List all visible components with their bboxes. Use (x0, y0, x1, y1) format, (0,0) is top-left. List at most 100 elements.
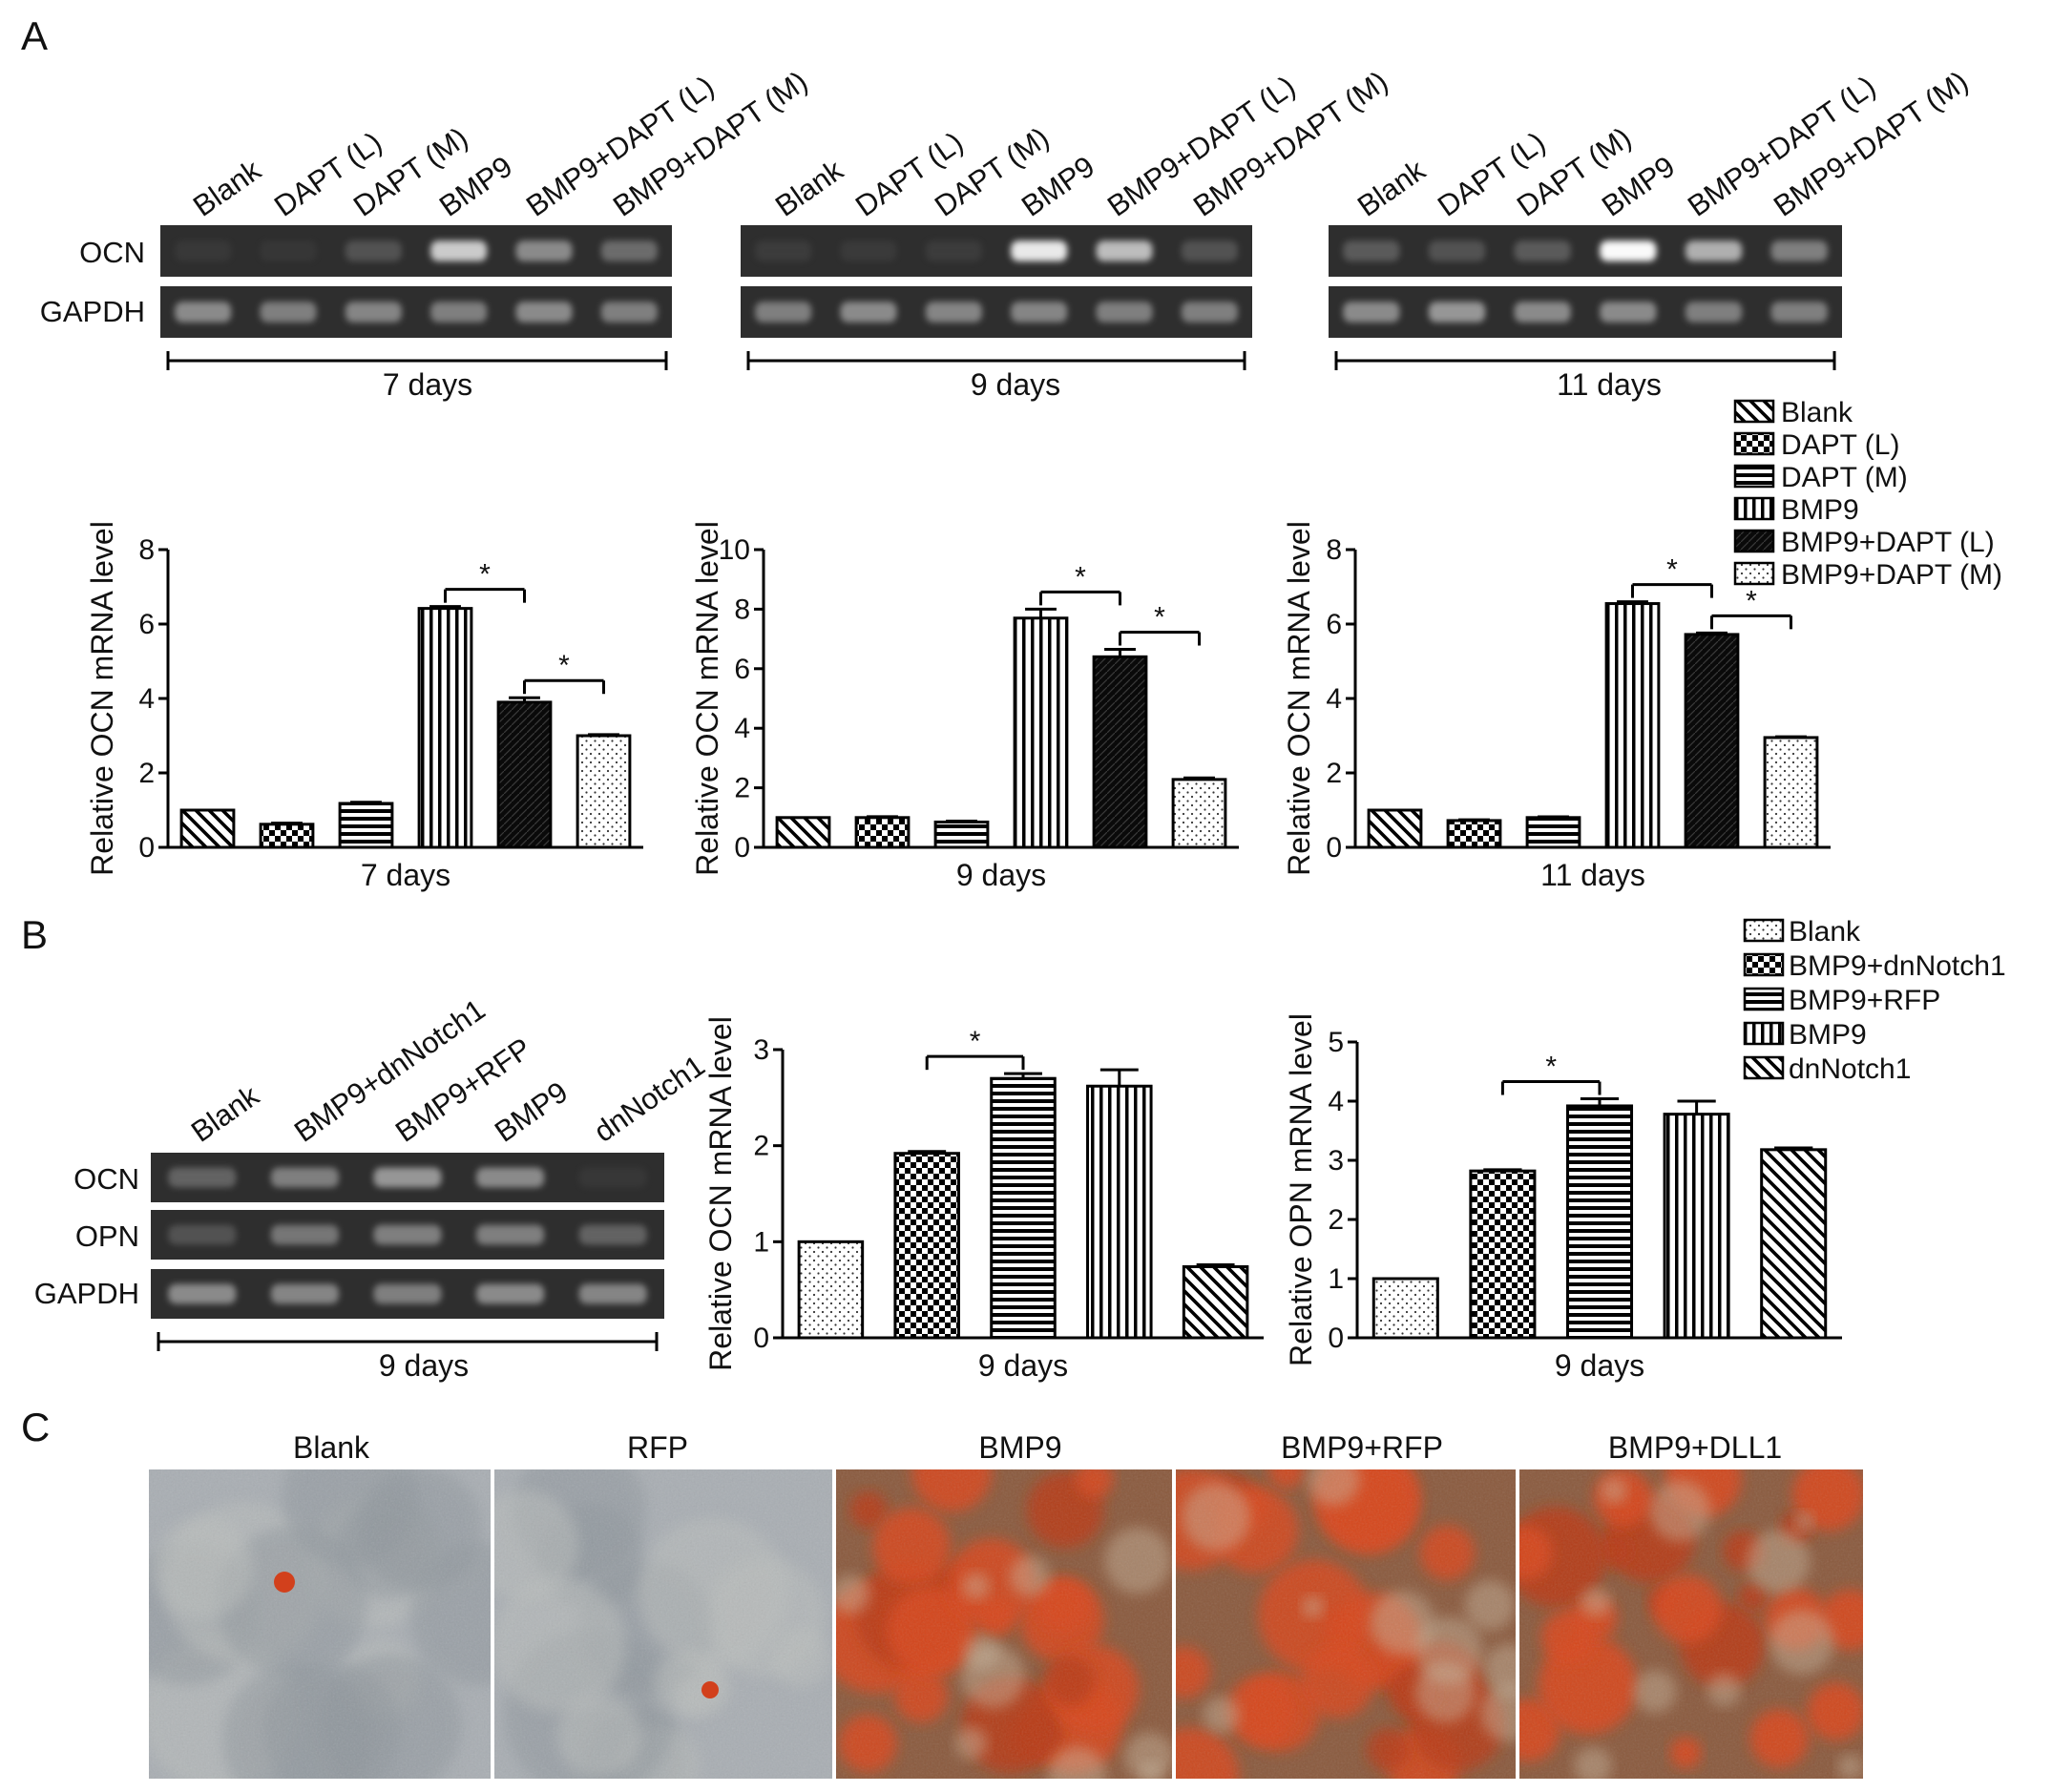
gel-band (578, 1283, 647, 1304)
y-axis-label: Relative OCN mRNA level (690, 521, 724, 876)
gel-bands (175, 240, 658, 261)
gel-strip-ocn-7d (160, 225, 672, 277)
photo-grain (149, 1469, 491, 1779)
bar (417, 607, 473, 849)
legend-item: BMP9+RFP (1743, 985, 1940, 1016)
legend-label: BMP9 (1781, 494, 1859, 526)
gel-band (1685, 240, 1743, 261)
lane-label: Blank (185, 1078, 265, 1148)
lane-label: Blank (187, 153, 267, 222)
legend-a: Blank DAPT (L) DAPT (M) BMP9 BMP9+DAPT (… (1733, 397, 2002, 591)
legend-label: DAPT (L) (1781, 429, 1899, 461)
bar (1565, 1104, 1634, 1340)
legend-item: dnNotch1 (1743, 1053, 1911, 1085)
legend-label: dnNotch1 (1789, 1053, 1911, 1085)
photo-title: BMP9 (978, 1430, 1061, 1465)
gel-bands (1343, 302, 1828, 323)
gel-band (1600, 302, 1657, 323)
y-tick-label: 0 (734, 832, 750, 864)
gel-band (755, 302, 812, 323)
chart-ocn-b: 0 1 2 3 Relative OCN mRNA level 9 days * (703, 1016, 1264, 1383)
bar (1469, 1169, 1537, 1340)
y-tick-label: 8 (138, 534, 155, 566)
bar (1171, 778, 1227, 849)
row-label-opn: OPN (75, 1219, 139, 1253)
gel-band (260, 302, 317, 323)
stain-photo (836, 1469, 1172, 1779)
panel-a-gels: Blank DAPT (L) DAPT (M) BMP9 BMP9+DAPT (… (40, 65, 1975, 402)
photo-title: Blank (293, 1430, 370, 1465)
legend-label: BMP9+DAPT (M) (1781, 559, 2002, 591)
gel-band (1181, 240, 1238, 261)
y-tick-label: 2 (138, 758, 155, 789)
y-tick-label: 6 (734, 654, 750, 685)
legend-item: BMP9+dnNotch1 (1743, 950, 2006, 982)
photo-grain (836, 1469, 1172, 1779)
gel-9d-lane-labels: Blank DAPT (L) DAPT (M) BMP9 BMP9+DAPT (… (769, 65, 1393, 223)
significance-star: * (479, 559, 491, 591)
stain-spot (274, 1572, 295, 1593)
gel-band (1011, 302, 1068, 323)
gel-band (925, 302, 982, 323)
day-bracket-b (157, 1332, 659, 1351)
bar (933, 820, 990, 849)
gel-band (600, 302, 658, 323)
gel-bands (755, 302, 1238, 323)
legend-label: Blank (1781, 397, 1853, 428)
significance-star: * (1545, 1052, 1557, 1083)
x-axis-label: 9 days (978, 1348, 1068, 1383)
gel-band (578, 1167, 647, 1188)
y-tick-label: 4 (1328, 1086, 1344, 1117)
legend-item: Blank (1743, 916, 1861, 948)
bar (496, 700, 553, 849)
gel-caption-7d: 7 days (383, 367, 472, 402)
gel-band (840, 240, 897, 261)
gel-bands (1343, 240, 1828, 261)
photo-title: RFP (627, 1430, 688, 1465)
photo-grain (1176, 1469, 1516, 1779)
gel-band (1514, 302, 1571, 323)
bar (1663, 1113, 1730, 1340)
bar (1092, 655, 1148, 849)
y-axis-label: Relative OCN mRNA level (1282, 521, 1316, 876)
photo-content (836, 1469, 1172, 1779)
gel-band (175, 302, 232, 323)
legend-label: DAPT (M) (1781, 462, 1908, 493)
bar (1367, 808, 1423, 849)
photo-content (1176, 1469, 1516, 1779)
gel-band (1096, 302, 1153, 323)
legend-label: BMP9+RFP (1789, 985, 1940, 1016)
gel-11d-lane-labels: Blank DAPT (L) DAPT (M) BMP9 BMP9+DAPT (… (1351, 65, 1974, 223)
y-tick-label: 6 (138, 609, 155, 640)
gel-band (476, 1283, 545, 1304)
bar (1182, 1265, 1249, 1340)
y-tick-label: 3 (753, 1034, 769, 1066)
significance-star: * (1746, 585, 1757, 616)
bar (1760, 1148, 1828, 1340)
photo-content (494, 1469, 832, 1779)
panel-b-gel: Blank BMP9+dnNotch1 BMP9+RFP BMP9 dnNotc… (34, 992, 711, 1383)
legend-label: BMP9 (1789, 1019, 1867, 1051)
y-tick-label: 1 (753, 1226, 769, 1258)
legend-item: BMP9 (1733, 494, 1859, 526)
significance-star: * (1154, 602, 1165, 634)
lane-label: dnNotch1 (588, 1049, 711, 1149)
legend-item: BMP9 (1743, 1019, 1867, 1051)
gel-bands (755, 240, 1238, 261)
bar (893, 1152, 960, 1340)
bar (1525, 816, 1581, 849)
gel-caption-9d: 9 days (971, 367, 1060, 402)
y-tick-label: 4 (1326, 683, 1342, 715)
gel-bands (168, 1167, 647, 1188)
gel-band (168, 1224, 237, 1245)
significance-star: * (558, 650, 570, 681)
y-tick-label: 3 (1328, 1145, 1344, 1177)
gel-band (1343, 302, 1400, 323)
legend-b: Blank BMP9+dnNotch1 BMP9+RFP BMP9 dnNotc… (1743, 916, 2006, 1085)
gel-band (168, 1283, 237, 1304)
lane-label: Blank (769, 153, 849, 222)
bar (259, 823, 315, 849)
chart-ocn-7-days: 0 2 4 6 8 Relative OCN mRNA level 7 days * * (85, 521, 643, 892)
gel-band (925, 240, 982, 261)
